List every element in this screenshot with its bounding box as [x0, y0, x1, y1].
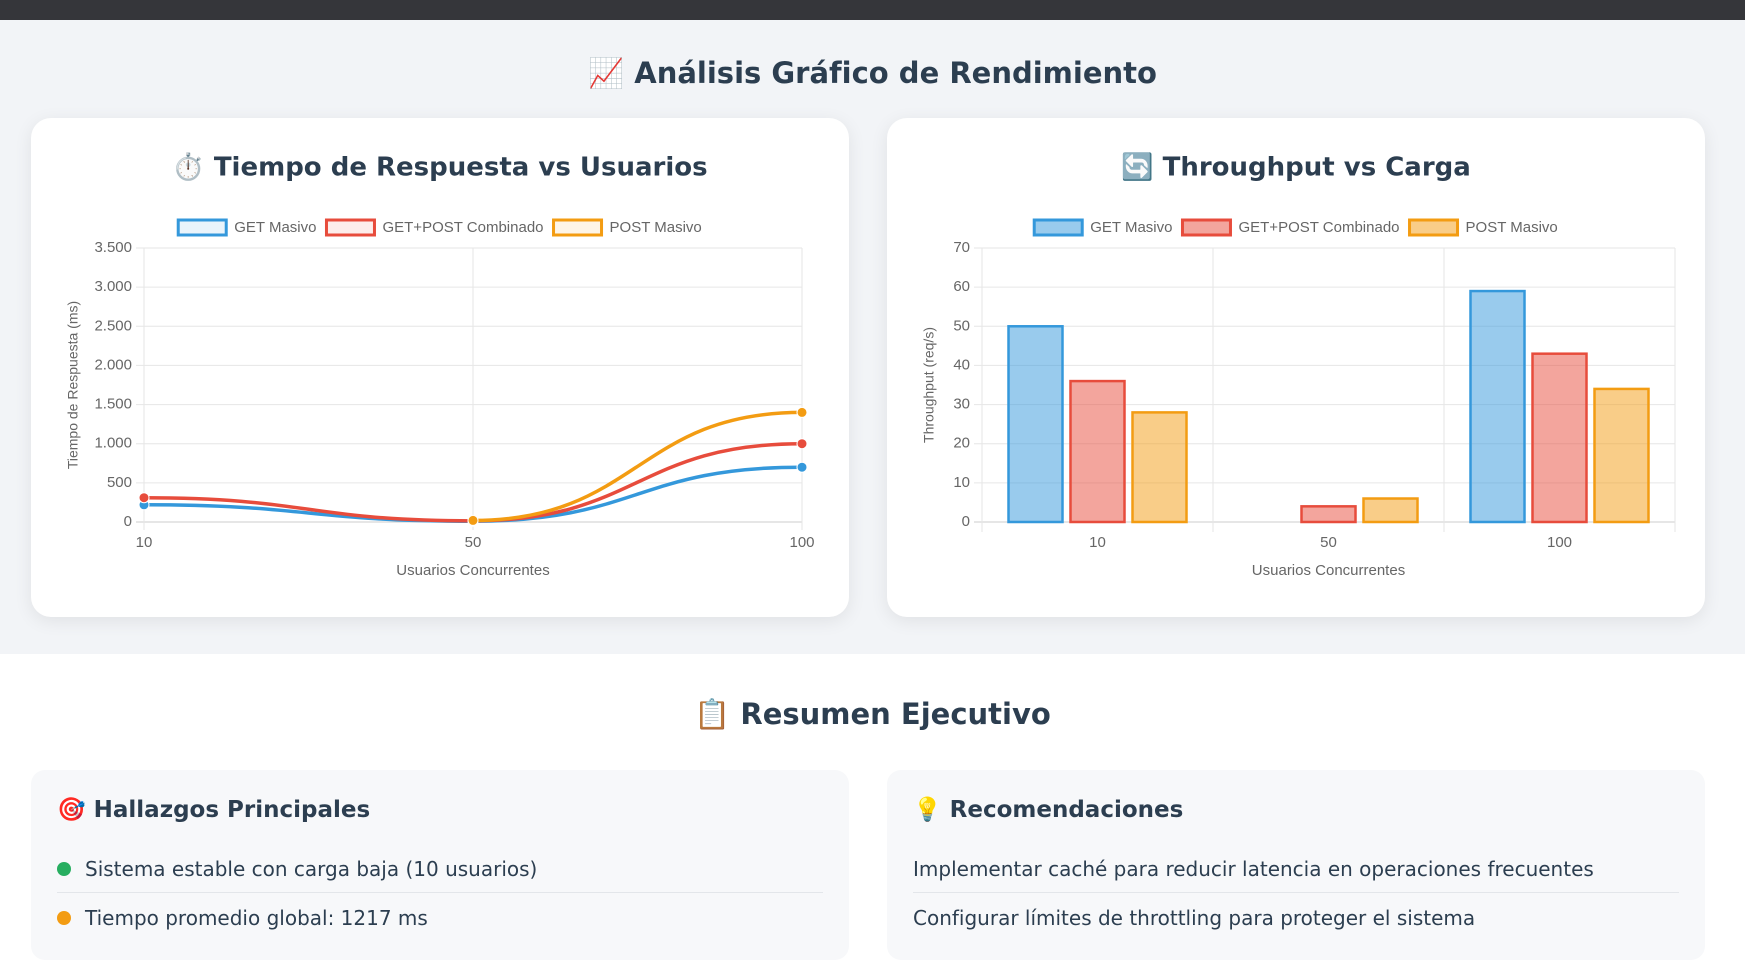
y-tick-label: 2.500 — [94, 317, 132, 334]
legend-label: GET+POST Combinado — [382, 219, 543, 236]
recommendations-card: 💡 Recomendaciones Implementar caché para… — [887, 770, 1705, 960]
y-tick-label: 70 — [953, 239, 970, 256]
legend-label: POST Masivo — [610, 219, 702, 236]
y-tick-label: 10 — [953, 474, 970, 491]
card-title: 💡 Recomendaciones — [913, 797, 1184, 823]
chart-title: 🔄 Throughput vs Carga — [1121, 152, 1471, 183]
y-tick-label: 0 — [124, 513, 132, 530]
bar — [1069, 379, 1126, 524]
finding: Tiempo promedio global: 1217 ms — [57, 895, 823, 941]
series-line — [472, 410, 803, 523]
chart-title: ⏱️ Tiempo de Respuesta vs Usuarios — [172, 152, 707, 183]
recommendation-text: Implementar caché para reducir latencia … — [913, 857, 1594, 881]
legend-label: GET Masivo — [234, 219, 316, 236]
x-tick-label: 50 — [1320, 534, 1337, 551]
finding-text: Sistema estable con carga baja (10 usuar… — [85, 857, 538, 881]
bar — [1131, 411, 1188, 524]
recommendation: Implementar caché para reducir latencia … — [913, 846, 1679, 893]
x-tick-label: 10 — [1089, 534, 1106, 551]
x-tick-label: 100 — [1547, 534, 1572, 551]
y-tick-label: 3.000 — [94, 278, 132, 295]
data-point — [467, 514, 479, 526]
bar — [1531, 352, 1588, 524]
findings-card: 🎯 Hallazgos Principales Sistema estable … — [31, 770, 849, 960]
status-dot — [57, 911, 71, 925]
bar — [1362, 497, 1419, 524]
bar — [1007, 325, 1064, 524]
data-point — [138, 492, 150, 504]
legend-swatch — [1032, 218, 1084, 237]
bar — [1300, 505, 1357, 524]
x-tick-label: 50 — [465, 534, 482, 551]
page: Dashboard html, body { margin: 0; paddin… — [0, 0, 1745, 930]
recommendation-text: Configurar límites de throttling para pr… — [913, 906, 1476, 930]
recommendation: Configurar límites de throttling para pr… — [913, 895, 1679, 941]
y-tick-label: 50 — [953, 317, 970, 334]
y-tick-label: 30 — [953, 396, 970, 413]
legend-swatch — [1408, 218, 1460, 237]
section-title: 📈 Análisis Gráfico de Rendimiento — [588, 56, 1157, 90]
legend-label: GET+POST Combinado — [1238, 219, 1399, 236]
x-tick-label: 10 — [136, 534, 153, 551]
x-axis-title: Usuarios Concurrentes — [1252, 562, 1405, 579]
legend-swatch — [552, 218, 604, 237]
legend-swatch — [324, 218, 376, 237]
y-axis-title: Tiempo de Respuesta (ms) — [65, 301, 81, 469]
legend-label: GET Masivo — [1090, 219, 1172, 236]
y-tick-label: 0 — [962, 513, 970, 530]
dashboard: 📈 Análisis Gráfico de Rendimiento ⏱️ Tie… — [0, 0, 1745, 930]
y-tick-label: 2.000 — [94, 356, 132, 373]
y-tick-label: 60 — [953, 278, 970, 295]
y-tick-label: 20 — [953, 435, 970, 452]
chart: ⏱️ Tiempo de Respuesta vs Usuarios GET Ma… — [65, 152, 815, 579]
finding: Sistema estable con carga baja (10 usuar… — [57, 846, 823, 893]
x-axis-title: Usuarios Concurrentes — [396, 562, 549, 579]
y-tick-label: 1.500 — [94, 396, 132, 413]
section-title: 📋 Resumen Ejecutivo — [694, 697, 1051, 731]
legend-swatch — [176, 218, 228, 237]
browser-bar — [0, 0, 1745, 20]
x-tick-label: 100 — [789, 534, 814, 551]
legend-swatch — [1180, 218, 1232, 237]
legend-label: POST Masivo — [1466, 219, 1558, 236]
finding-text: Tiempo promedio global: 1217 ms — [85, 906, 428, 930]
chart-card: ⏱️ Tiempo de Respuesta vs Usuarios GET Ma… — [31, 118, 849, 617]
chart: 🔄 Throughput vs Carga GET Masivo GET+POST … — [921, 152, 1676, 579]
y-axis-title: Throughput (req/s) — [921, 327, 937, 443]
y-tick-label: 40 — [953, 356, 970, 373]
y-tick-label: 1.000 — [94, 435, 132, 452]
chart-card: 🔄 Throughput vs Carga GET Masivo GET+POST … — [887, 118, 1705, 617]
data-point — [796, 406, 808, 418]
bar — [1469, 289, 1526, 524]
data-point — [796, 438, 808, 450]
y-tick-label: 3.500 — [94, 239, 132, 256]
data-point — [796, 461, 808, 473]
card-title: 🎯 Hallazgos Principales — [57, 797, 371, 823]
bar — [1593, 387, 1650, 524]
y-tick-label: 500 — [107, 474, 132, 491]
status-dot — [57, 862, 71, 876]
